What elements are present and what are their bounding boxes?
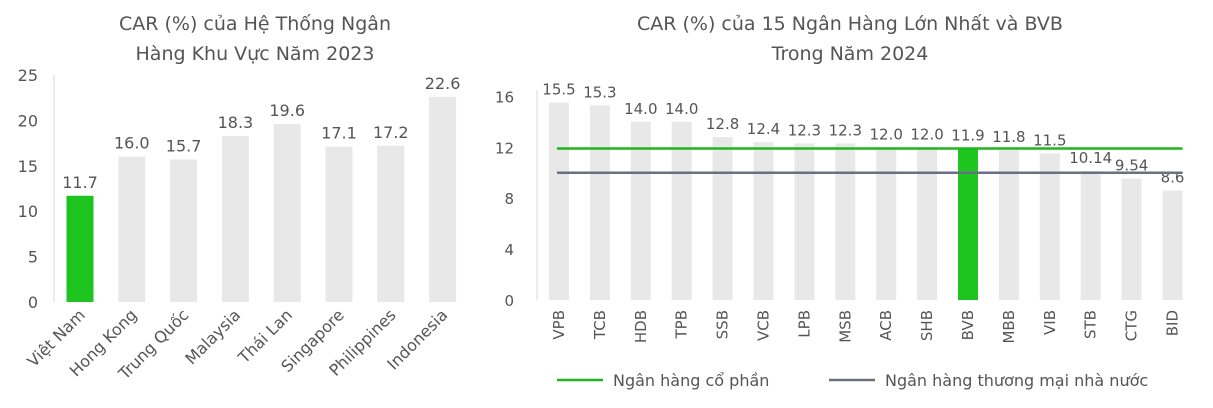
chart2-bar-tpb bbox=[671, 121, 692, 301]
chart2-title-line: Trong Năm 2024 bbox=[771, 43, 929, 65]
chart2-legend-label: Ngân hàng thương mại nhà nước bbox=[885, 371, 1148, 390]
chart2-value-label: 12.3 bbox=[829, 121, 862, 139]
chart2-value-label: 11.5 bbox=[1033, 132, 1066, 150]
chart2-category-label: HDB bbox=[632, 310, 650, 343]
chart1-bar-thái-lan bbox=[273, 124, 301, 302]
chart2-bar-hdb bbox=[630, 121, 651, 301]
chart2-value-label: 12.4 bbox=[747, 120, 780, 138]
chart1-value-label: 17.1 bbox=[321, 124, 357, 143]
chart1-y-tick-label: 10 bbox=[18, 202, 38, 221]
chart1-bar-philippines bbox=[377, 145, 405, 302]
chart2-value-label: 15.3 bbox=[583, 83, 616, 101]
chart2-category-label: MSB bbox=[836, 310, 854, 343]
chart2-bar-lpb bbox=[794, 143, 815, 300]
chart2-bar-msb bbox=[835, 143, 856, 300]
chart1-title-line: CAR (%) của Hệ Thống Ngân bbox=[119, 13, 391, 35]
chart2-category-label: CTG bbox=[1123, 310, 1141, 341]
chart1-bar-singapore bbox=[325, 146, 353, 302]
chart2-value-label: 11.9 bbox=[951, 127, 984, 145]
chart2-legend-label: Ngân hàng cổ phần bbox=[613, 371, 769, 390]
chart2-y-tick-label: 0 bbox=[504, 292, 514, 310]
chart2-category-label: VIB bbox=[1041, 310, 1059, 335]
chart2-y-tick-label: 12 bbox=[495, 139, 514, 157]
chart1-category-label: Malaysia bbox=[181, 305, 244, 368]
chart1-bar-việt-nam bbox=[66, 195, 94, 302]
chart2-category-label: TPB bbox=[673, 310, 691, 340]
chart2-value-label: 12.0 bbox=[910, 125, 943, 143]
chart2-value-label: 11.8 bbox=[992, 128, 1025, 146]
chart2-value-label: 14.0 bbox=[624, 100, 657, 118]
chart2-value-label: 8.6 bbox=[1161, 169, 1185, 187]
chart2-category-label: ACB bbox=[877, 310, 895, 341]
chart2-bar-bvb bbox=[958, 148, 978, 300]
chart2-category-label: SSB bbox=[714, 310, 732, 339]
chart2-y-tick-label: 8 bbox=[504, 190, 514, 208]
chart2-value-label: 12.8 bbox=[706, 115, 739, 133]
chart2-value-label: 10.14 bbox=[1069, 149, 1112, 167]
chart1-value-label: 19.6 bbox=[269, 101, 305, 120]
chart1-y-tick-label: 20 bbox=[18, 111, 38, 130]
chart2-bar-shb bbox=[917, 147, 938, 300]
chart2-title-line: CAR (%) của 15 Ngân Hàng Lớn Nhất và BVB bbox=[637, 13, 1063, 35]
chart1-y-tick-label: 25 bbox=[18, 66, 38, 85]
chart1-y-tick-label: 0 bbox=[28, 293, 38, 312]
chart1-bar-hong-kong bbox=[118, 156, 146, 302]
chart2-category-label: BVB bbox=[959, 310, 977, 340]
chart2-bar-bid bbox=[1162, 190, 1183, 300]
chart2-category-label: LPB bbox=[795, 310, 813, 338]
chart1-value-label: 16.0 bbox=[114, 134, 150, 153]
chart1-value-label: 22.6 bbox=[425, 74, 461, 93]
chart2-value-label: 12.0 bbox=[869, 125, 902, 143]
chart2-bar-stb bbox=[1080, 170, 1101, 300]
chart2-value-label: 9.54 bbox=[1115, 157, 1148, 175]
chart2-value-label: 12.3 bbox=[788, 121, 821, 139]
chart2-bar-ctg bbox=[1121, 178, 1142, 300]
chart1-y-tick-label: 15 bbox=[18, 157, 38, 176]
chart2-y-tick-label: 16 bbox=[495, 88, 514, 106]
chart2-bar-tcb bbox=[589, 105, 610, 300]
chart2-value-label: 15.5 bbox=[542, 81, 575, 99]
chart1-title-line: Hàng Khu Vực Năm 2023 bbox=[136, 43, 375, 65]
chart2-bar-ssb bbox=[712, 137, 733, 300]
chart1-value-label: 11.7 bbox=[62, 173, 98, 192]
chart1-bar-indonesia bbox=[429, 96, 457, 303]
chart2-category-label: VCB bbox=[755, 310, 773, 341]
chart1-value-label: 17.2 bbox=[373, 123, 409, 142]
chart1-value-label: 18.3 bbox=[218, 113, 254, 132]
chart2-bar-vib bbox=[1039, 153, 1060, 300]
chart2-bar-vpb bbox=[549, 102, 569, 301]
chart1-bar-malaysia bbox=[221, 135, 249, 302]
chart2-category-label: MBB bbox=[1000, 310, 1018, 344]
chart1-value-label: 15.7 bbox=[166, 136, 202, 155]
chart1-bar-trung-quốc bbox=[170, 159, 198, 302]
chart2-bar-vcb bbox=[753, 142, 774, 300]
chart2-category-label: BID bbox=[1164, 310, 1182, 336]
chart2-y-tick-label: 4 bbox=[504, 241, 514, 259]
chart1-y-tick-label: 5 bbox=[28, 248, 38, 267]
chart2-category-label: TCB bbox=[591, 310, 609, 340]
chart2-value-label: 14.0 bbox=[665, 100, 698, 118]
chart2-category-label: STB bbox=[1082, 310, 1100, 339]
chart2-category-label: SHB bbox=[918, 310, 936, 341]
chart2-bar-acb bbox=[876, 147, 897, 300]
chart2-category-label: VPB bbox=[550, 310, 568, 340]
chart2-bar-mbb bbox=[998, 149, 1019, 300]
